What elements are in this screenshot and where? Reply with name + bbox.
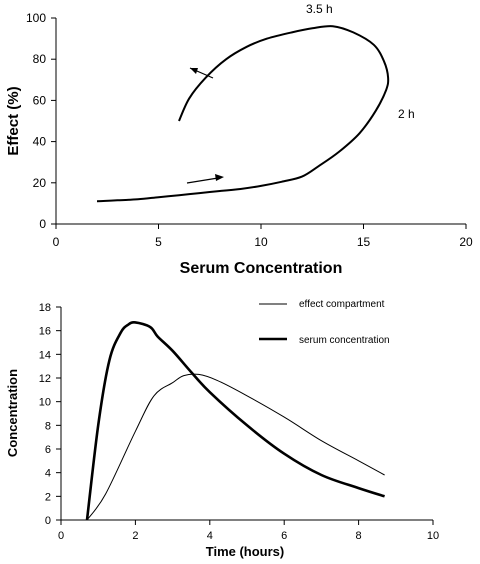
top-y-tick-label: 40	[33, 135, 47, 149]
top-y-tick-label: 0	[39, 217, 46, 231]
bottom-x-tick-label: 0	[58, 530, 64, 542]
top-x-tick-label: 0	[53, 235, 60, 249]
top-x-tick-label: 15	[357, 235, 371, 249]
bottom-y-tick-label: 8	[45, 420, 51, 432]
bottom-x-tick-label: 8	[356, 530, 362, 542]
bottom-y-tick-label: 6	[45, 444, 51, 456]
bottom-x-tick-label: 6	[281, 530, 287, 542]
legend-label-serum: serum concentration	[299, 335, 390, 346]
lower-arrow-shaft	[186, 177, 219, 184]
bottom-x-axis-title: Time (hours)	[206, 544, 285, 559]
top-y-tick-label: 80	[33, 52, 47, 66]
bottom-x-tick-label: 4	[207, 530, 213, 542]
top-x-axis-title: Serum Concentration	[180, 260, 343, 277]
serum-concentration-line	[85, 321, 385, 521]
bottom-x-tick-label: 2	[132, 530, 138, 542]
top-x-tick-label: 10	[254, 235, 268, 249]
bottom-y-tick-label: 10	[39, 397, 51, 409]
lower-arrow-head-icon	[215, 174, 224, 181]
annotation-2h: 2 h	[398, 107, 415, 121]
top-y-tick-label: 60	[33, 93, 47, 107]
annotation-3-5h: 3.5 h	[306, 2, 333, 16]
effect-compartment-line	[86, 373, 385, 521]
bottom-y-axis-title: Concentration	[5, 369, 20, 457]
bottom-y-tick-label: 0	[45, 515, 51, 527]
bottom-chart: 0 2 4 6 8 10 12 14 16 18 0 2 4 6 8 10 Concentration Ti…	[5, 299, 439, 559]
top-y-axis-title: Effect (%)	[5, 86, 22, 155]
bottom-y-tick-label: 14	[39, 349, 51, 361]
legend-label-effect: effect compartment	[299, 299, 385, 310]
top-y-tick-label: 20	[33, 176, 47, 190]
bottom-y-tick-label: 16	[39, 326, 51, 338]
bottom-y-tick-label: 18	[39, 302, 51, 314]
bottom-y-tick-label: 12	[39, 373, 51, 385]
bottom-x-tick-label: 10	[427, 530, 439, 542]
top-hysteresis-line	[96, 25, 390, 203]
upper-arrow-head-icon	[190, 68, 198, 74]
legend: effect compartment serum concentration	[259, 299, 390, 346]
top-x-tick-label: 5	[155, 235, 162, 249]
top-y-tick-label: 100	[26, 11, 46, 25]
top-x-tick-label: 20	[459, 235, 473, 249]
top-chart: 0 20 40 60 80 100 0 5 10 15 20 Effect (%) Serum C…	[5, 2, 473, 277]
bottom-y-tick-label: 2	[45, 491, 51, 503]
bottom-y-tick-label: 4	[45, 468, 51, 480]
